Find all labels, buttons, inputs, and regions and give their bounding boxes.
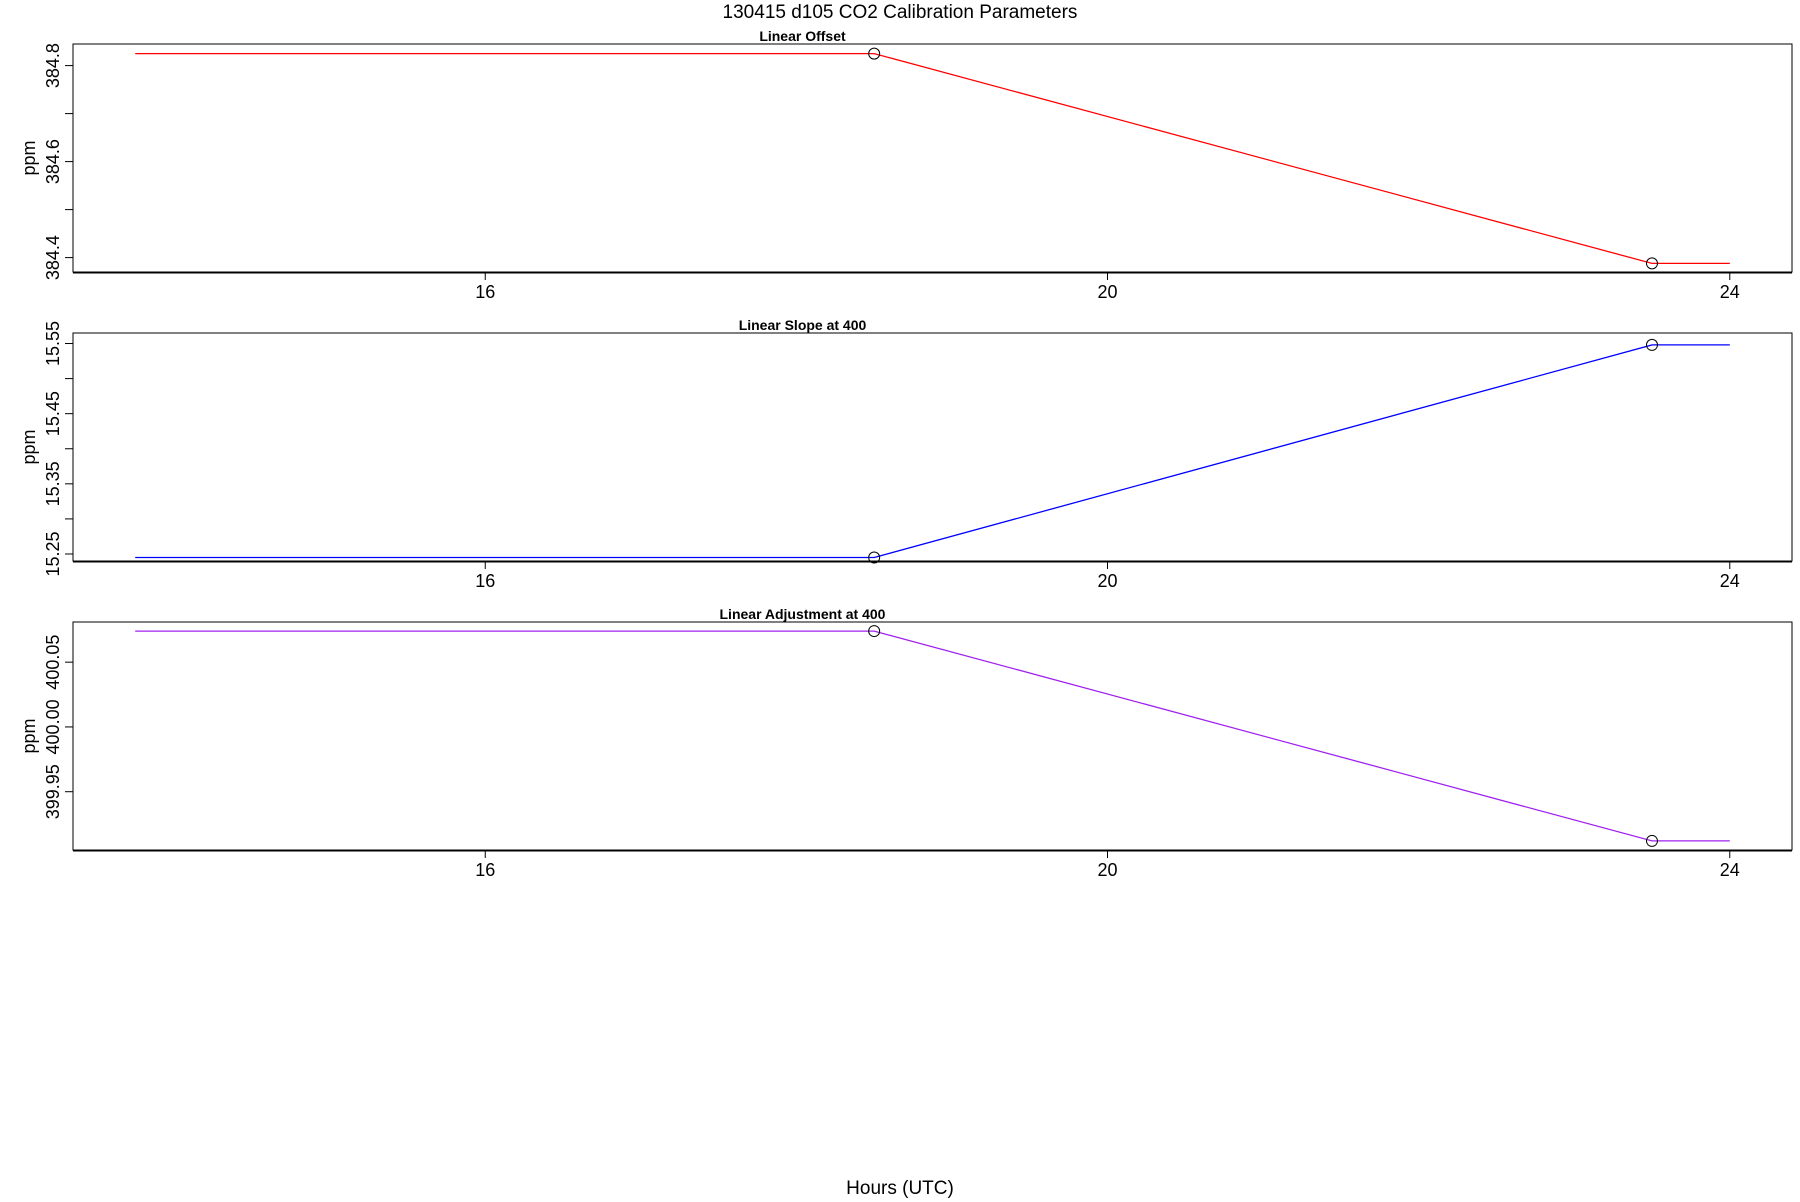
y-tick-label: 384.6 <box>43 139 63 184</box>
y-axis-label: ppm <box>19 140 39 175</box>
y-tick-label: 15.55 <box>43 321 63 366</box>
x-axis-label: Hours (UTC) <box>846 1178 954 1199</box>
y-tick-label: 384.8 <box>43 43 63 88</box>
series-line <box>135 52 1730 265</box>
panel-linear-offset: Linear Offset 16 20 24 384.4 384.6 384.8 ppm <box>19 28 1793 302</box>
data-point-marker <box>868 47 881 60</box>
y-tick-label: 400.05 <box>43 635 63 690</box>
figure-title: 130415 d105 CO2 Calibration Parameters <box>722 2 1078 23</box>
plot-frame <box>72 621 1793 851</box>
data-point-marker <box>1645 834 1658 847</box>
series-line <box>135 344 1730 559</box>
y-tick-label: 15.25 <box>43 531 63 576</box>
x-tick-label: 20 <box>1097 860 1117 880</box>
data-point-marker <box>868 625 881 638</box>
series-line <box>135 630 1730 842</box>
x-tick-label: 24 <box>1720 282 1740 302</box>
y-tick-label: 400.00 <box>43 699 63 754</box>
y-axis-label: ppm <box>19 718 39 753</box>
panel-title: Linear Adjustment at 400 <box>720 606 886 622</box>
x-tick-label: 24 <box>1720 571 1740 591</box>
panel-linear-adjustment: Linear Adjustment at 400 16 20 24 399.95 400.… <box>19 606 1793 880</box>
y-axis-label: ppm <box>19 429 39 464</box>
x-tick-label: 20 <box>1097 571 1117 591</box>
y-tick-label: 15.35 <box>43 461 63 506</box>
y-tick-label: 15.45 <box>43 391 63 436</box>
panel-title: Linear Slope at 400 <box>739 317 867 333</box>
data-point-marker <box>1645 257 1658 270</box>
data-point-marker <box>868 551 881 564</box>
data-point-marker <box>1645 338 1658 351</box>
x-tick-label: 20 <box>1097 282 1117 302</box>
panel-linear-slope: Linear Slope at 400 16 20 24 15.25 15.35 15.45… <box>19 317 1793 591</box>
y-tick-label: 399.95 <box>43 764 63 819</box>
y-tick-label: 384.4 <box>43 235 63 280</box>
x-tick-label: 16 <box>475 860 495 880</box>
plot-frame <box>72 43 1793 273</box>
x-tick-label: 16 <box>475 571 495 591</box>
panel-title: Linear Offset <box>759 28 846 44</box>
x-tick-label: 16 <box>475 282 495 302</box>
x-tick-label: 24 <box>1720 860 1740 880</box>
plot-frame <box>72 332 1793 562</box>
